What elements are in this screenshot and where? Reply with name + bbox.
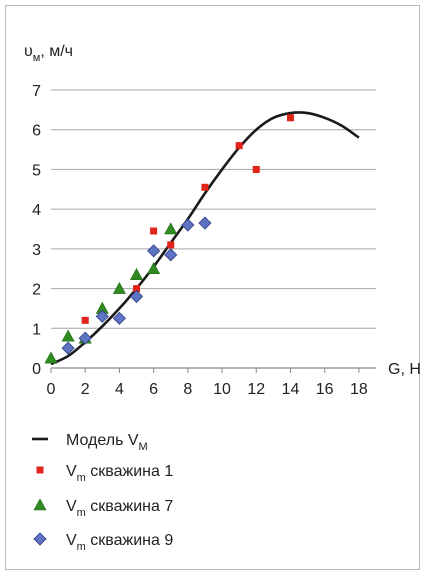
legend-label-rest: скважина 1 — [86, 463, 173, 480]
point-square — [252, 165, 260, 173]
x-tick-label: 0 — [47, 381, 56, 398]
legend-label-sub: m — [77, 541, 86, 553]
y-tick-label: 0 — [32, 361, 41, 378]
model-curve — [50, 111, 360, 366]
x-tick-label: 2 — [81, 381, 90, 398]
point-square — [150, 227, 158, 235]
y-tick-label: 5 — [32, 162, 41, 179]
point-triangle — [147, 262, 161, 275]
point-diamond — [198, 216, 212, 230]
point-triangle — [61, 329, 75, 342]
legend-swatch-triangle — [33, 498, 47, 511]
y-tick-label: 6 — [32, 123, 41, 140]
point-diamond — [147, 244, 161, 258]
x-axis-title: G, Н — [388, 361, 421, 378]
point-square — [235, 142, 243, 150]
point-triangle — [164, 222, 178, 235]
legend-label-sub: m — [77, 507, 86, 519]
point-triangle — [112, 281, 126, 294]
point-triangle — [44, 351, 58, 364]
y-axis-title-unit: , м/ч — [40, 43, 73, 60]
data-marks — [44, 111, 360, 366]
x-tick-label: 10 — [213, 381, 231, 398]
legend-label-sub: m — [77, 472, 86, 484]
point-diamond — [78, 331, 92, 345]
legend-label-rest: скважина 9 — [86, 532, 173, 549]
point-square — [201, 183, 209, 191]
point-square — [133, 285, 141, 293]
legend-swatch-diamond — [33, 532, 47, 546]
legend-label-main: Модель V — [66, 432, 139, 449]
point-triangle — [130, 268, 144, 280]
y-tick-label: 4 — [32, 202, 41, 219]
legend-label-rest: скважина 7 — [86, 498, 173, 515]
y-axis-title-symbol: υ — [24, 43, 33, 60]
point-diamond — [129, 289, 144, 304]
y-tick-label: 7 — [32, 83, 41, 100]
legend-label-main: V — [66, 532, 77, 549]
x-tick-label: 4 — [115, 381, 124, 398]
y-tick-label: 2 — [32, 282, 41, 299]
y-tick-label: 1 — [32, 321, 41, 338]
point-diamond — [164, 248, 178, 262]
point-diamond — [181, 218, 195, 232]
point-square — [167, 241, 175, 249]
y-axis-title: υм, м/ч — [24, 43, 73, 64]
grid-lines — [51, 89, 376, 329]
x-tick-label: 16 — [316, 381, 334, 398]
x-tick-label: 18 — [350, 381, 368, 398]
y-tick-label: 3 — [32, 242, 41, 259]
legend-label-main: V — [66, 463, 77, 480]
chart-frame — [5, 5, 420, 570]
legend-label-main: V — [66, 498, 77, 515]
point-square — [81, 316, 89, 324]
legend-label: Vm скважина 7 — [66, 498, 173, 519]
y-axis-title-sub: м — [33, 52, 41, 64]
legend-label: Vm скважина 9 — [66, 532, 173, 553]
x-tick-label: 12 — [247, 381, 265, 398]
x-tick-label: 6 — [149, 381, 158, 398]
point-diamond — [95, 309, 109, 323]
axes — [50, 367, 376, 373]
point-diamond — [112, 311, 126, 325]
axis-titles: υм, м/ч G, Н — [24, 43, 421, 378]
legend-swatch-square — [36, 466, 44, 474]
point-diamond — [61, 341, 75, 355]
x-tick-label: 8 — [183, 381, 192, 398]
legend-label: Vm скважина 1 — [66, 463, 173, 484]
point-square — [286, 114, 294, 122]
legend-label: Модель VМ — [66, 432, 148, 453]
x-tick-label: 14 — [282, 381, 300, 398]
legend-label-sub: М — [139, 441, 148, 453]
